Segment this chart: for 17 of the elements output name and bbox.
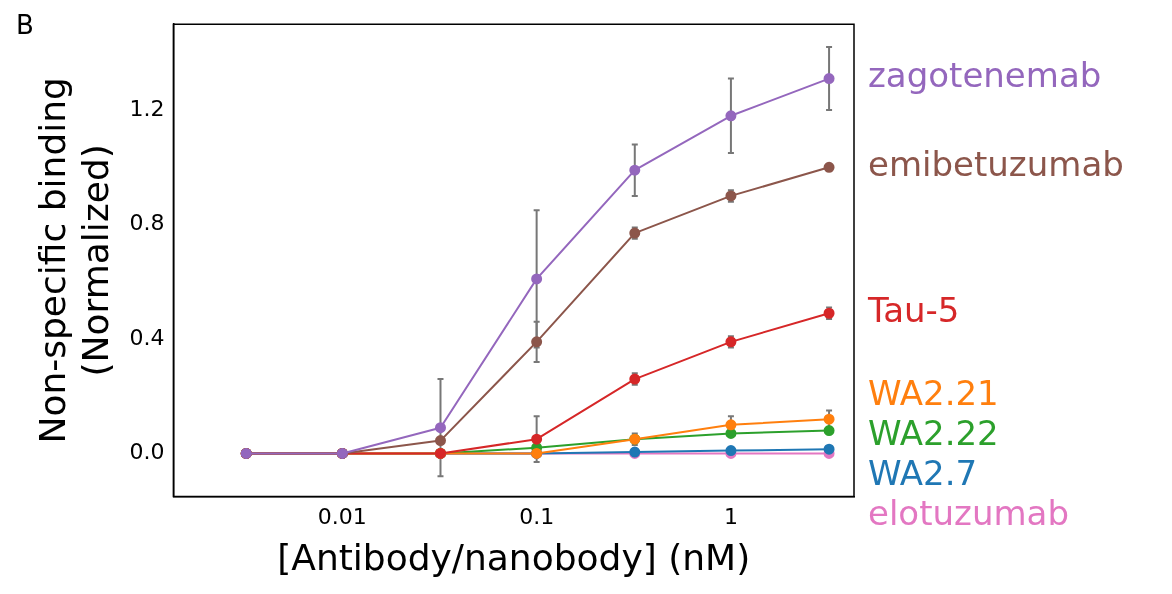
x-tick-label: 0.01 [317,504,367,530]
series-label: emibetuzumab [868,144,1124,185]
series-label: WA2.7 [868,453,978,494]
y-tick-label: 1.2 [129,95,165,121]
series-label: elotuzumab [868,493,1069,534]
series-label: WA2.22 [868,413,999,454]
series-label: Tau-5 [867,290,960,331]
y-tick-label: 0.4 [129,324,165,350]
y-tick-label: 0.8 [129,210,165,236]
series-label: WA2.21 [868,373,999,414]
x-axis-title: [Antibody/nanobody] (nM) [277,536,751,578]
x-tick-label: 0.1 [519,504,555,530]
text: B [16,9,34,40]
x-tick-label: 1 [723,504,738,530]
y-tick-label: 0.0 [129,439,165,465]
y-axis-title: Non-specific binding (Normalized) [31,77,117,444]
series-label: zagotenemab [868,55,1102,96]
